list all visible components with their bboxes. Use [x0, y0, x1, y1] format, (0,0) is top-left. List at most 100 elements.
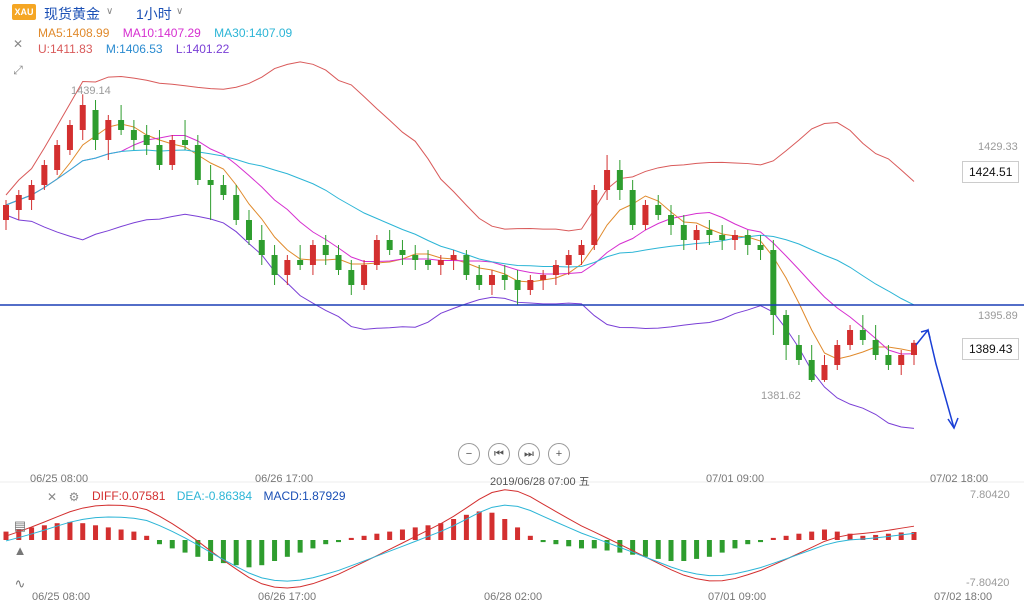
- symbol-badge: XAU: [12, 4, 36, 20]
- x-label-1: 06/25 08:00: [30, 473, 89, 485]
- candle-body: [437, 260, 444, 265]
- candle-body: [540, 275, 547, 280]
- macd-bar: [246, 540, 252, 568]
- ma10-value: MA10:1407.29: [122, 26, 201, 40]
- shrink-icon[interactable]: ⤢: [13, 62, 23, 77]
- macd-bar: [758, 540, 764, 543]
- candle-body: [130, 130, 137, 140]
- forecast-arrowhead-top: [920, 329, 931, 339]
- macd-x-label-4: 07/01 09:00: [708, 591, 767, 603]
- candle-body: [680, 225, 687, 240]
- macd-bar: [540, 540, 546, 543]
- trough-annotation: 1381.62: [761, 390, 801, 402]
- candle-body: [719, 235, 726, 240]
- macd-x-label-5: 07/02 18:00: [934, 591, 993, 603]
- macd-bar: [67, 521, 73, 540]
- macd-x-label-3: 06/28 02:00: [484, 591, 543, 603]
- wave-icon[interactable]: ∿: [14, 576, 26, 591]
- macd-bar: [681, 540, 687, 561]
- candle-body: [757, 245, 764, 250]
- ma30-value: MA30:1407.09: [214, 26, 293, 40]
- macd-bar: [706, 540, 712, 557]
- candle-body: [744, 235, 751, 245]
- macd-bar: [604, 540, 610, 551]
- macd-bar: [796, 533, 802, 540]
- jump-end-button[interactable]: ⏭: [518, 443, 540, 465]
- candle-body: [15, 195, 22, 210]
- candle-body: [297, 260, 304, 265]
- boll-legend: U:1411.83 M:1406.53 L:1401.22: [38, 42, 239, 56]
- candle-body: [399, 250, 406, 255]
- boll-lower-line: [5, 213, 915, 429]
- candle-body: [616, 170, 623, 190]
- draw-tool-icon[interactable]: ▲: [13, 542, 27, 558]
- macd-bar: [412, 527, 418, 540]
- macd-bar: [578, 540, 584, 549]
- macd-bar: [41, 525, 47, 540]
- boll-upper-value: U:1411.83: [38, 42, 93, 56]
- macd-bar: [898, 532, 904, 540]
- candle-body: [847, 330, 854, 345]
- gear-icon[interactable]: ⚙: [68, 490, 80, 504]
- candle-body: [335, 255, 342, 270]
- macd-bar: [105, 527, 111, 540]
- macd-dea: DEA:-0.86384: [176, 489, 253, 503]
- candle-body: [885, 355, 892, 365]
- macd-bar: [336, 540, 342, 543]
- macd-bar: [387, 531, 393, 540]
- candle-body: [629, 190, 636, 225]
- candle-body: [79, 105, 86, 130]
- candle-body: [898, 355, 905, 365]
- chevron-down-icon[interactable]: ∨: [106, 6, 114, 17]
- diff-line: [5, 489, 915, 589]
- macd-bar: [694, 540, 700, 559]
- symbol-title[interactable]: 现货黄金: [44, 6, 100, 22]
- zoom-out-button[interactable]: −: [458, 443, 480, 465]
- dea-line: [5, 504, 915, 582]
- jump-start-button[interactable]: ⏮: [488, 443, 510, 465]
- chevron-down-icon[interactable]: ∨: [176, 6, 184, 17]
- candle-body: [309, 245, 316, 265]
- macd-bar: [284, 540, 290, 557]
- price-axis-last: 1389.43: [962, 338, 1020, 360]
- candle-body: [731, 235, 738, 240]
- candle-body: [361, 265, 368, 285]
- macd-bar: [156, 540, 162, 545]
- candle-body: [527, 280, 534, 290]
- candle-body: [450, 255, 457, 260]
- macd-bar: [220, 540, 226, 564]
- macd-bar: [834, 531, 840, 540]
- candle-body: [514, 280, 521, 290]
- macd-bar: [463, 514, 469, 540]
- candle-body: [284, 260, 291, 275]
- zoom-in-button[interactable]: +: [548, 443, 570, 465]
- candle-body: [233, 195, 240, 220]
- candle-body: [412, 255, 419, 260]
- crosshair-x-label: 2019/06/28 07:00 五: [490, 476, 590, 488]
- macd-bar: [169, 540, 175, 549]
- x-label-2: 06/26 17:00: [255, 473, 314, 485]
- peak-annotation: 1439.14: [71, 85, 111, 97]
- indicator-chart-icon[interactable]: ▤: [13, 518, 27, 533]
- macd-bar: [732, 540, 738, 549]
- macd-bar: [476, 511, 482, 540]
- macd-bar: [719, 540, 725, 553]
- candle-body: [463, 255, 470, 275]
- candle-body: [271, 255, 278, 275]
- close-icon[interactable]: ✕: [46, 490, 58, 504]
- candle-body: [207, 180, 214, 185]
- macd-bar: [847, 533, 853, 540]
- candle-body: [834, 345, 841, 365]
- candle-body: [655, 205, 662, 215]
- candle-body: [66, 125, 73, 150]
- candle-body: [386, 240, 393, 250]
- macd-bar: [451, 519, 457, 540]
- candle-body: [425, 260, 432, 265]
- macd-bar: [566, 540, 572, 547]
- close-icon[interactable]: ✕: [12, 37, 24, 51]
- candle-body: [501, 275, 508, 280]
- interval-selector[interactable]: 1小时: [136, 6, 172, 22]
- ma5-line: [5, 123, 915, 360]
